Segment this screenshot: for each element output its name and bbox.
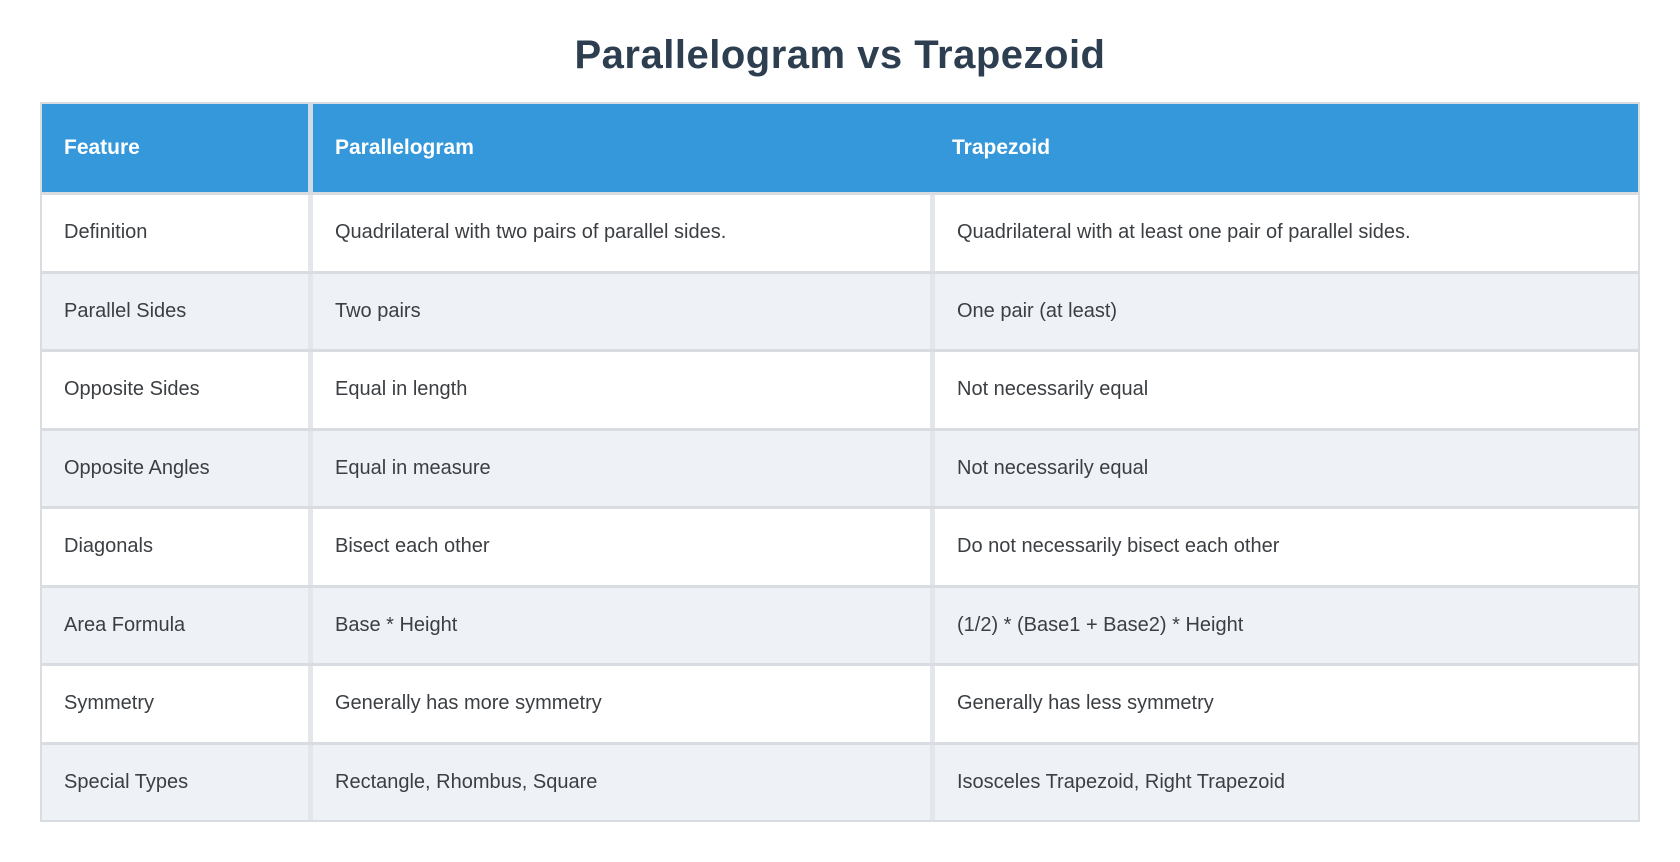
feature-cell: Opposite Angles — [42, 430, 308, 506]
table-row: Diagonals Bisect each other Do not neces… — [42, 506, 1638, 585]
parallelogram-cell: Base * Height — [308, 587, 930, 663]
table-header-row: Feature Parallelogram Trapezoid — [42, 104, 1638, 195]
feature-cell: Parallel Sides — [42, 273, 308, 349]
column-header-trapezoid: Trapezoid — [952, 136, 1051, 159]
table-row: Symmetry Generally has more symmetry Gen… — [42, 663, 1638, 742]
parallelogram-cell: Rectangle, Rhombus, Square — [308, 744, 930, 820]
column-header-parallelogram: Parallelogram — [308, 104, 930, 192]
parallelogram-cell: Generally has more symmetry — [308, 666, 930, 742]
parallelogram-cell: Quadrilateral with two pairs of parallel… — [308, 195, 930, 271]
parallelogram-cell: Equal in length — [308, 352, 930, 428]
trapezoid-cell: Generally has less symmetry — [930, 666, 1638, 742]
trapezoid-cell: Do not necessarily bisect each other — [930, 509, 1638, 585]
feature-cell: Symmetry — [42, 666, 308, 742]
trapezoid-cell: One pair (at least) — [930, 273, 1638, 349]
trapezoid-cell: Not necessarily equal — [930, 352, 1638, 428]
page-title: Parallelogram vs Trapezoid — [574, 33, 1106, 77]
trapezoid-cell: Not necessarily equal — [930, 430, 1638, 506]
table-row: Opposite Sides Equal in length Not neces… — [42, 349, 1638, 428]
feature-cell: Area Formula — [42, 587, 308, 663]
parallelogram-cell: Equal in measure — [308, 430, 930, 506]
feature-cell: Definition — [42, 195, 308, 271]
feature-cell: Opposite Sides — [42, 352, 308, 428]
trapezoid-cell: Quadrilateral with at least one pair of … — [930, 195, 1638, 271]
column-header-feature: Feature — [64, 136, 140, 159]
table-row: Special Types Rectangle, Rhombus, Square… — [42, 741, 1638, 820]
table-row: Parallel Sides Two pairs One pair (at le… — [42, 270, 1638, 349]
comparison-table: Feature Parallelogram Trapezoid Definiti… — [40, 102, 1640, 822]
trapezoid-cell: Isosceles Trapezoid, Right Trapezoid — [930, 744, 1638, 820]
parallelogram-cell: Bisect each other — [308, 509, 930, 585]
trapezoid-cell: (1/2) * (Base1 + Base2) * Height — [930, 587, 1638, 663]
table-row: Opposite Angles Equal in measure Not nec… — [42, 427, 1638, 506]
parallelogram-cell: Two pairs — [308, 273, 930, 349]
table-body: Definition Quadrilateral with two pairs … — [42, 195, 1638, 820]
table-row: Definition Quadrilateral with two pairs … — [42, 195, 1638, 271]
feature-cell: Special Types — [42, 744, 308, 820]
feature-cell: Diagonals — [42, 509, 308, 585]
table-row: Area Formula Base * Height (1/2) * (Base… — [42, 584, 1638, 663]
